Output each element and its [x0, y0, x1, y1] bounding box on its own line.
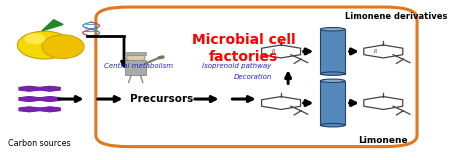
Polygon shape	[40, 97, 60, 101]
Text: Limonene: Limonene	[358, 136, 408, 145]
Bar	[320, 29, 345, 74]
Polygon shape	[42, 20, 63, 31]
Polygon shape	[40, 107, 60, 112]
Polygon shape	[19, 86, 39, 91]
Ellipse shape	[320, 79, 345, 83]
Text: Precursors: Precursors	[130, 94, 193, 104]
Text: Carbon sources: Carbon sources	[9, 139, 71, 148]
Text: Decoration: Decoration	[233, 74, 272, 80]
Ellipse shape	[320, 28, 345, 31]
Ellipse shape	[24, 33, 46, 44]
Text: Central metabolism: Central metabolism	[103, 63, 173, 69]
Ellipse shape	[320, 124, 345, 127]
Ellipse shape	[42, 35, 84, 59]
Text: Isoprenoid pathway: Isoprenoid pathway	[202, 63, 271, 69]
Bar	[126, 52, 146, 55]
Ellipse shape	[320, 72, 345, 75]
Polygon shape	[40, 86, 60, 91]
Text: Limonene derivatives: Limonene derivatives	[345, 12, 447, 21]
Polygon shape	[19, 107, 39, 112]
Ellipse shape	[18, 31, 71, 59]
Text: Microbial cell
factories: Microbial cell factories	[192, 33, 295, 64]
Bar	[320, 81, 345, 125]
Polygon shape	[19, 97, 39, 101]
Text: R: R	[374, 49, 377, 54]
Text: R: R	[272, 49, 275, 54]
FancyBboxPatch shape	[126, 60, 146, 75]
Ellipse shape	[127, 54, 145, 62]
